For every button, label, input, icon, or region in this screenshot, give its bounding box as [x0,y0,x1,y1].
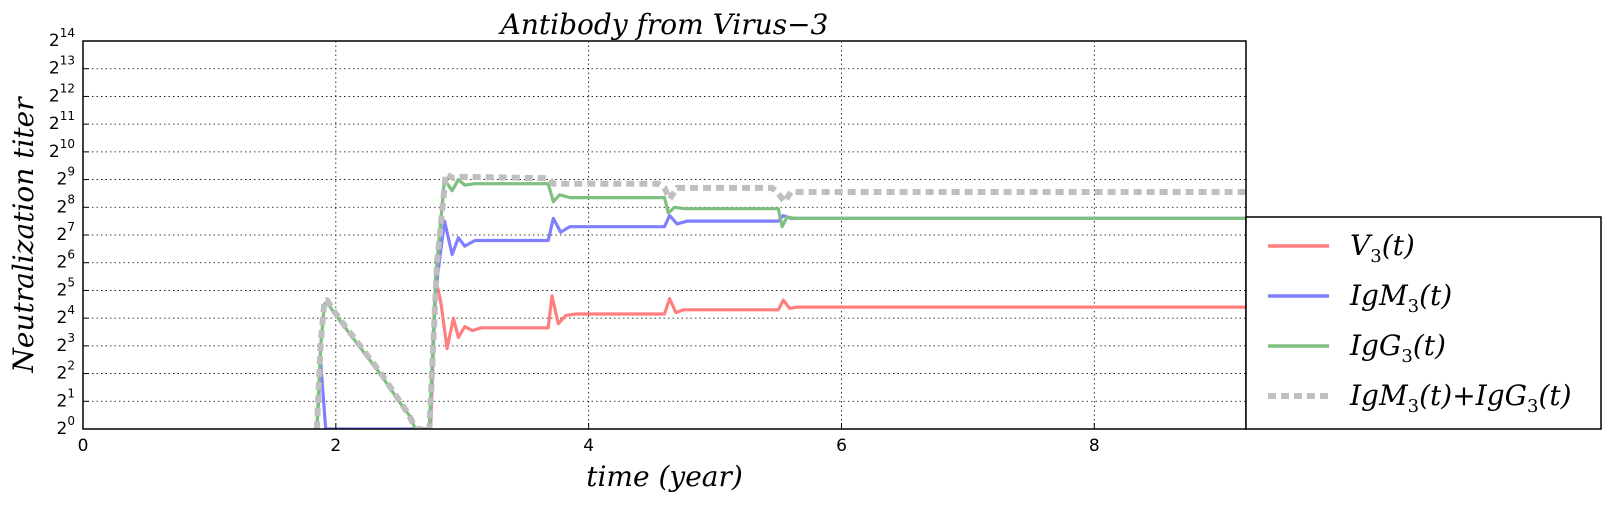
series-line [313,171,1246,429]
x-tick-label: 4 [583,436,594,456]
y-tick-label: 213 [49,54,75,79]
y-tick-label: 214 [49,26,75,51]
y-tick-label: 211 [49,109,75,134]
y-tick-label: 24 [57,303,75,328]
legend: V3(t) IgM3(t) IgG3(t) IgM3(t)+IgG3(t) [1245,216,1602,430]
y-axis-label: Neutralization titer [7,96,40,374]
y-tick-label: 28 [57,192,75,217]
x-tick-label: 0 [78,436,89,456]
series-line [429,277,1246,429]
x-tick-label: 6 [836,436,847,456]
y-tick-label: 23 [57,331,75,356]
grid [83,41,1246,429]
legend-box [1245,216,1602,430]
y-tick-label: 27 [57,220,75,245]
y-tick-label: 29 [57,165,75,190]
x-axis-label: time (year) [586,460,743,493]
legend-label: V3(t) [1350,229,1415,267]
legend-label: IgM3(t)+IgG3(t) [1349,379,1572,417]
legend-label: IgM3(t) [1349,279,1452,317]
y-tick-label: 210 [49,137,75,162]
legend-label: IgG3(t) [1349,329,1446,367]
y-tick-label: 21 [57,386,75,411]
series-lines [313,171,1246,429]
x-tick-label: 2 [330,436,341,456]
y-tick-label: 22 [57,359,75,384]
series-line [315,214,1246,429]
y-tick-label: 20 [57,414,75,439]
x-tick-label: 8 [1089,436,1100,456]
y-tick-label: 25 [57,275,75,300]
y-tick-label: 26 [57,248,75,273]
y-tick-label: 212 [49,81,75,106]
chart-title: Antibody from Virus−3 [498,8,829,41]
